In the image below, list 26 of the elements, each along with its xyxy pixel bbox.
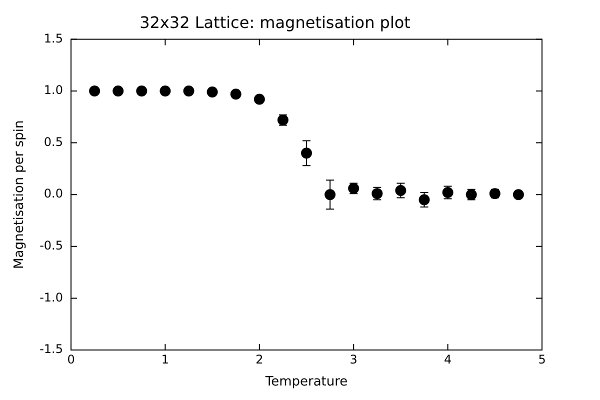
chart-title: 32x32 Lattice: magnetisation plot (140, 12, 410, 32)
point (301, 148, 312, 159)
y-tick-label: -0.5 (40, 238, 64, 253)
x-tick-label: 3 (350, 352, 358, 366)
point (230, 88, 242, 100)
point (136, 86, 148, 96)
point (206, 86, 218, 98)
x-tick-label: 4 (444, 352, 452, 366)
point (89, 86, 100, 96)
x-tick-label: 1 (161, 352, 170, 366)
x-tick-label: 5 (538, 352, 546, 366)
y-axis-title: Magnetisation per spin (12, 120, 28, 269)
x-tick-label: 2 (256, 352, 264, 366)
y-tick-label: -1.0 (40, 290, 64, 304)
y-tick-label: 0.0 (44, 186, 64, 201)
point (112, 86, 124, 96)
point (254, 94, 265, 105)
x-axis-title: Temperature (264, 374, 348, 390)
y-tick-label: -1.5 (40, 342, 64, 356)
y-tick-label: 1.5 (44, 31, 64, 46)
x-tick-label: 0 (67, 352, 75, 366)
point (324, 189, 336, 200)
point (183, 86, 194, 96)
point (160, 86, 171, 96)
y-tick-label: 1.0 (44, 83, 64, 98)
y-tick-label: 0.5 (44, 134, 64, 149)
